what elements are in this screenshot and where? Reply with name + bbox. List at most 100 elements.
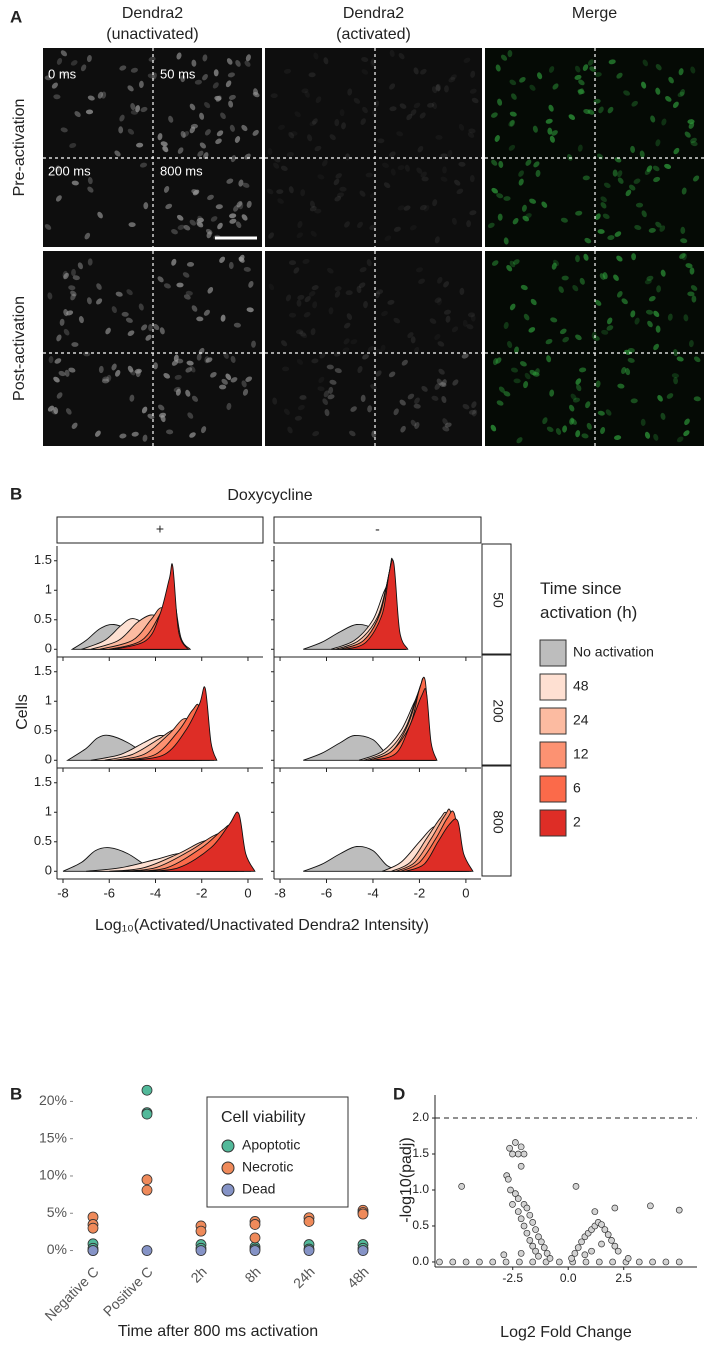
nucleus — [434, 236, 440, 244]
nucleus — [221, 378, 228, 385]
x-tick-label: 0 — [244, 885, 251, 900]
data-point — [608, 1237, 615, 1244]
nucleus — [362, 106, 368, 114]
nucleus — [163, 372, 170, 379]
data-point — [249, 1219, 261, 1230]
nucleus — [603, 182, 611, 189]
nucleus — [119, 65, 127, 71]
nucleus — [627, 347, 635, 353]
nucleus — [130, 67, 138, 73]
nucleus — [53, 94, 61, 100]
nucleus — [142, 434, 148, 442]
micrograph-bg — [265, 251, 482, 446]
nucleus — [653, 343, 660, 351]
nucleus — [635, 202, 644, 208]
nucleus — [248, 280, 254, 288]
nucleus — [688, 340, 694, 348]
nucleus — [140, 106, 148, 113]
nucleus — [58, 370, 66, 377]
nucleus — [294, 111, 301, 118]
nucleus — [242, 388, 249, 396]
nucleus — [63, 328, 70, 336]
nucleus — [617, 170, 623, 178]
nucleus — [78, 316, 84, 324]
nucleus — [655, 87, 661, 95]
nucleus — [685, 263, 693, 269]
nucleus — [47, 405, 55, 412]
nucleus — [420, 68, 427, 75]
nucleus — [466, 324, 474, 330]
nucleus — [462, 319, 468, 327]
nucleus — [581, 433, 589, 439]
nucleus — [646, 275, 654, 281]
nucleus — [532, 125, 538, 133]
nucleus — [212, 82, 219, 89]
y-tick-label: 1 — [45, 582, 52, 597]
nucleus — [639, 150, 645, 158]
nucleus — [600, 426, 606, 435]
exposure-label: 200 ms — [48, 163, 91, 178]
nucleus — [494, 135, 500, 142]
nucleus — [587, 59, 594, 66]
nucleus — [357, 366, 363, 373]
data-point — [555, 1258, 563, 1266]
nucleus — [204, 102, 211, 109]
x-tick-label: -2 — [414, 885, 426, 900]
nucleus — [230, 155, 237, 163]
nucleus — [383, 182, 391, 189]
nucleus — [673, 377, 679, 385]
nucleus — [530, 298, 537, 306]
nucleus — [524, 372, 531, 380]
nucleus — [162, 145, 169, 153]
nucleus — [223, 352, 229, 359]
x-tick-label: -8 — [57, 885, 69, 900]
nucleus — [509, 119, 515, 127]
facet-label: - — [375, 521, 380, 537]
nucleus — [468, 409, 477, 415]
nucleus — [175, 388, 181, 396]
data-point — [529, 1219, 537, 1226]
nucleus — [577, 144, 583, 152]
x-tick-label: -6 — [103, 885, 115, 900]
nucleus — [597, 410, 605, 416]
nucleus — [233, 205, 239, 212]
nucleus — [542, 417, 548, 425]
nucleus — [579, 277, 585, 285]
nucleus — [310, 328, 316, 336]
data-point — [609, 1258, 616, 1266]
nucleus — [595, 213, 601, 220]
nucleus — [509, 303, 516, 311]
nucleus — [393, 317, 401, 324]
nucleus — [586, 422, 592, 430]
nucleus — [381, 310, 388, 317]
nucleus — [288, 186, 294, 194]
nucleus — [597, 229, 605, 234]
data-point — [195, 1225, 207, 1237]
legend-label: 48 — [573, 678, 589, 694]
nucleus — [311, 358, 319, 364]
nucleus — [87, 258, 93, 266]
y-tick-label: 0% — [47, 1241, 67, 1257]
x-axis-title: Log2 Fold Change — [500, 1324, 632, 1341]
nucleus — [471, 97, 479, 104]
nucleus — [451, 217, 457, 225]
nucleus — [357, 221, 363, 229]
nucleus — [233, 322, 241, 328]
nucleus — [229, 218, 237, 224]
nucleus — [343, 338, 350, 345]
nucleus — [616, 291, 623, 298]
nucleus — [612, 169, 618, 177]
nucleus — [207, 194, 214, 201]
data-point — [578, 1238, 585, 1246]
nucleus — [339, 109, 345, 117]
nucleus — [60, 50, 68, 57]
nucleus — [419, 204, 427, 211]
data-point — [141, 1084, 153, 1096]
nucleus — [148, 56, 156, 62]
nucleus — [630, 145, 636, 153]
nucleus — [55, 165, 60, 173]
x-tick-label: 48h — [344, 1263, 372, 1291]
y-tick-label: 1.0 — [412, 1182, 429, 1196]
nucleus — [630, 398, 638, 404]
data-point — [675, 1206, 683, 1214]
